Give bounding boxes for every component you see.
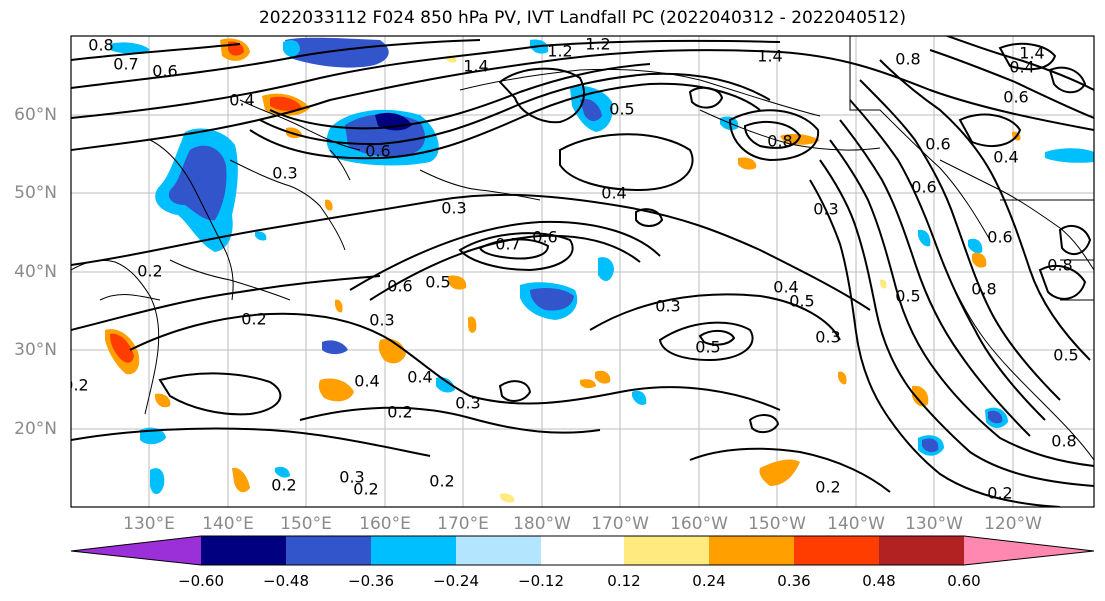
colorbar-tick-label: 0.60: [947, 572, 981, 590]
longitude-label: 140°W: [827, 514, 885, 534]
colorbar: [70, 535, 1095, 566]
contour-label: 0.3: [369, 311, 394, 330]
colorbar-segment-7: [709, 536, 794, 565]
colorbar-tick-label: 0.48: [862, 572, 896, 590]
contour-label: 0.4: [354, 372, 379, 391]
contour-label: 1.4: [1019, 44, 1044, 63]
contour-label: 0.2: [987, 484, 1012, 503]
colorbar-tick-label: 0.36: [777, 572, 811, 590]
contour-label: 0.2: [353, 480, 378, 499]
contour-label: 0.4: [229, 91, 254, 110]
longitude-label: 130°E: [123, 514, 175, 534]
contour-label: 0.2: [137, 262, 162, 281]
contour-label: 0.2: [387, 403, 412, 422]
map-title: 2022033112 F024 850 hPa PV, IVT Landfall…: [258, 8, 906, 28]
negative-pv-shading: [110, 37, 1094, 495]
colorbar-segment-10: [964, 536, 1094, 565]
contour-label: 0.8: [88, 36, 113, 55]
contour-label: 0.8: [1047, 256, 1072, 275]
contour-label: 0.8: [971, 280, 996, 299]
contour-label: 0.6: [911, 178, 936, 197]
contour-label: 0.2: [63, 376, 88, 395]
contour-label: 0.2: [815, 478, 840, 497]
colorbar-segment-0: [71, 536, 201, 565]
contour-label: 0.3: [339, 468, 364, 487]
longitude-label: 130°W: [905, 514, 963, 534]
contour-label: 0.5: [789, 292, 814, 311]
contour-label: 0.7: [495, 235, 520, 254]
latitude-label: 60°N: [14, 105, 57, 125]
contour-label: 0.4: [407, 368, 432, 387]
colorbar-tick-label: −0.24: [433, 572, 479, 590]
contour-label: 1.2: [547, 42, 572, 61]
contour-label: 0.6: [925, 135, 950, 154]
longitude-label: 160°W: [670, 514, 728, 534]
coastlines: [71, 36, 1094, 461]
contour-label: 0.4: [773, 278, 798, 297]
contour-label: 0.5: [1053, 346, 1078, 365]
contour-label: 0.6: [1003, 88, 1028, 107]
contour-label: 0.6: [152, 62, 177, 81]
latitude-label: 30°N: [14, 340, 57, 360]
contour-label: 0.6: [387, 277, 412, 296]
longitude-label: 180°W: [513, 514, 571, 534]
contour-label: 0.3: [813, 200, 838, 219]
colorbar-segment-5: [541, 536, 624, 565]
colorbar-outline: [70, 535, 1095, 566]
colorbar-segment-2: [286, 536, 371, 565]
contour-label: 0.5: [609, 100, 634, 119]
contour-label: 0.3: [272, 164, 297, 183]
contour-label: 0.8: [895, 50, 920, 69]
contour-label: 0.8: [1051, 432, 1076, 451]
latitude-label: 40°N: [14, 262, 57, 282]
longitude-label: 140°E: [202, 514, 254, 534]
map-frame: [70, 35, 1095, 508]
contour-label: 0.5: [695, 338, 720, 357]
longitude-label: 150°W: [748, 514, 806, 534]
positive-pv-shading: [105, 38, 1021, 503]
ivt-contours: [71, 36, 1094, 507]
colorbar-segment-1: [201, 536, 286, 565]
contour-label: 0.6: [987, 228, 1012, 247]
contour-label: 0.4: [601, 184, 626, 203]
contour-label: 0.2: [271, 476, 296, 495]
longitude-label: 170°E: [437, 514, 489, 534]
longitude-label: 150°E: [280, 514, 332, 534]
latitude-label: 20°N: [14, 419, 57, 439]
contour-label: 1.4: [757, 47, 782, 66]
latitude-label: 50°N: [14, 183, 57, 203]
contour-label: 1.2: [585, 35, 610, 54]
contour-label: 0.3: [441, 199, 466, 218]
contour-label: 0.5: [895, 287, 920, 306]
colorbar-segment-8: [794, 536, 879, 565]
colorbar-tick-label: 0.12: [607, 572, 641, 590]
colorbar-tick-label: 0.24: [692, 572, 726, 590]
contour-label: 0.3: [455, 394, 480, 413]
colorbar-tick-label: −0.12: [518, 572, 564, 590]
longitude-label: 160°E: [359, 514, 411, 534]
colorbar-segment-3: [371, 536, 456, 565]
contour-labels: 0.8 0.7 0.6 0.4 0.3 0.6 0.3 1.4 1.2 1.2 …: [63, 35, 1079, 503]
contour-label: 0.3: [815, 328, 840, 347]
contour-label: 0.4: [1009, 58, 1034, 77]
contour-label: 0.5: [425, 273, 450, 292]
contour-label: 0.4: [993, 148, 1018, 167]
longitude-label: 120°W: [984, 514, 1042, 534]
colorbar-segment-6: [624, 536, 709, 565]
colorbar-segment-9: [879, 536, 964, 565]
contour-label: 0.8: [767, 132, 792, 151]
contour-label: 0.2: [429, 472, 454, 491]
colorbar-tick-label: −0.36: [348, 572, 394, 590]
contour-label: 0.2: [241, 310, 266, 329]
contour-label: 1.4: [463, 57, 488, 76]
longitude-label: 170°W: [591, 514, 649, 534]
colorbar-tick-label: −0.48: [263, 572, 309, 590]
colorbar-tick-label: −0.60: [178, 572, 224, 590]
colorbar-segment-4: [456, 536, 541, 565]
contour-label: 0.6: [365, 142, 390, 161]
contour-label: 0.6: [532, 228, 557, 247]
contour-label: 0.7: [113, 55, 138, 74]
contour-label: 0.3: [655, 297, 680, 316]
